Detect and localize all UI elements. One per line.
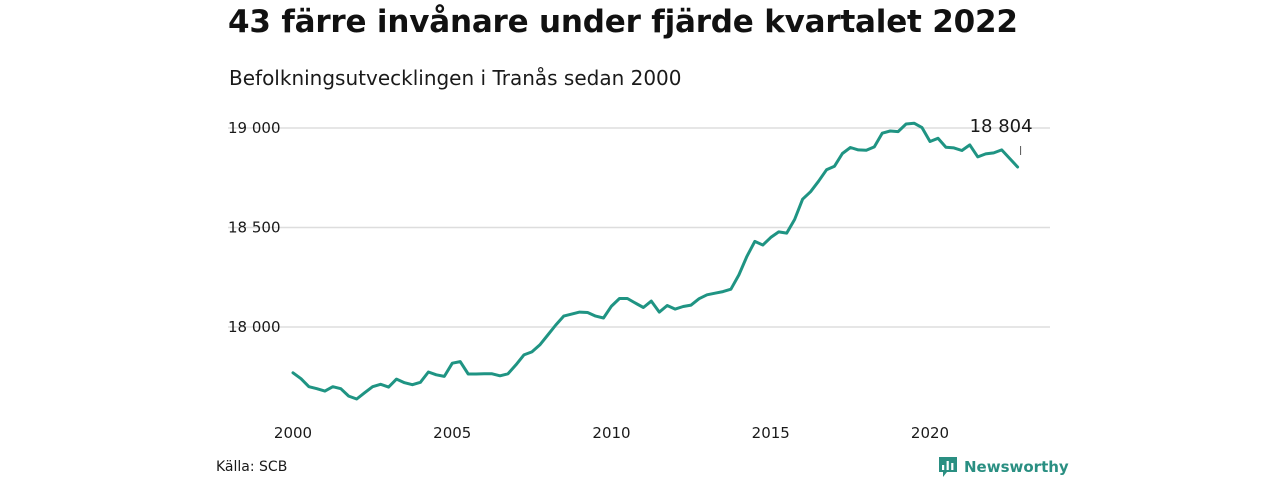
y-tick-label: 18 500	[228, 219, 281, 237]
bar-chart-icon	[939, 457, 957, 477]
y-tick-label: 19 000	[228, 119, 281, 137]
brand-name: Newsworthy	[964, 458, 1069, 476]
x-tick-label: 2015	[752, 424, 790, 442]
end-value-label: 18 804	[970, 116, 1033, 137]
source-note: Källa: SCB	[216, 459, 288, 475]
x-tick-label: 2020	[911, 424, 949, 442]
brand-logo[interactable]: Newsworthy	[938, 456, 1069, 478]
chart-title: 43 färre invånare under fjärde kvartalet…	[228, 4, 1018, 40]
chart-subtitle: Befolkningsutvecklingen i Tranås sedan 2…	[229, 66, 682, 90]
y-tick-label: 18 000	[228, 318, 281, 336]
x-tick-label: 2005	[433, 424, 471, 442]
x-tick-label: 2000	[274, 424, 312, 442]
x-tick-label: 2010	[592, 424, 630, 442]
series-line	[291, 121, 1020, 401]
